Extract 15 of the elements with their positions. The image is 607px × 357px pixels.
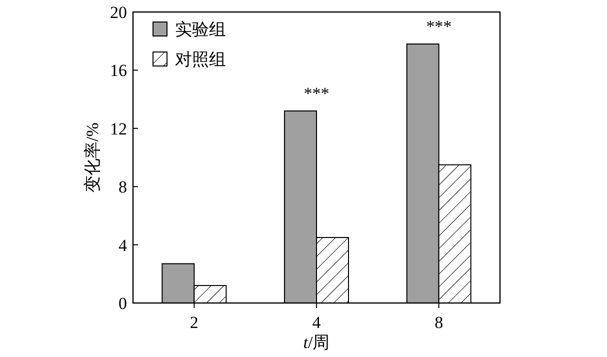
x-tick-label: 4 (312, 313, 322, 332)
legend-label: 对照组 (175, 50, 226, 69)
x-tick-label: 2 (190, 313, 198, 332)
y-tick-label: 8 (118, 178, 127, 197)
annotation: *** (426, 17, 452, 36)
legend-label: 实验组 (175, 20, 226, 39)
y-tick-label: 4 (118, 236, 128, 255)
x-tick-label: 8 (434, 313, 444, 332)
annotation: *** (304, 84, 330, 103)
y-tick-label: 20 (110, 3, 127, 22)
x-axis-title: t/周 (303, 333, 330, 352)
y-tick-label: 12 (110, 119, 127, 138)
y-tick-label: 16 (110, 61, 127, 80)
y-axis-title: 变化率/% (83, 122, 102, 192)
y-tick-label: 0 (118, 294, 127, 313)
